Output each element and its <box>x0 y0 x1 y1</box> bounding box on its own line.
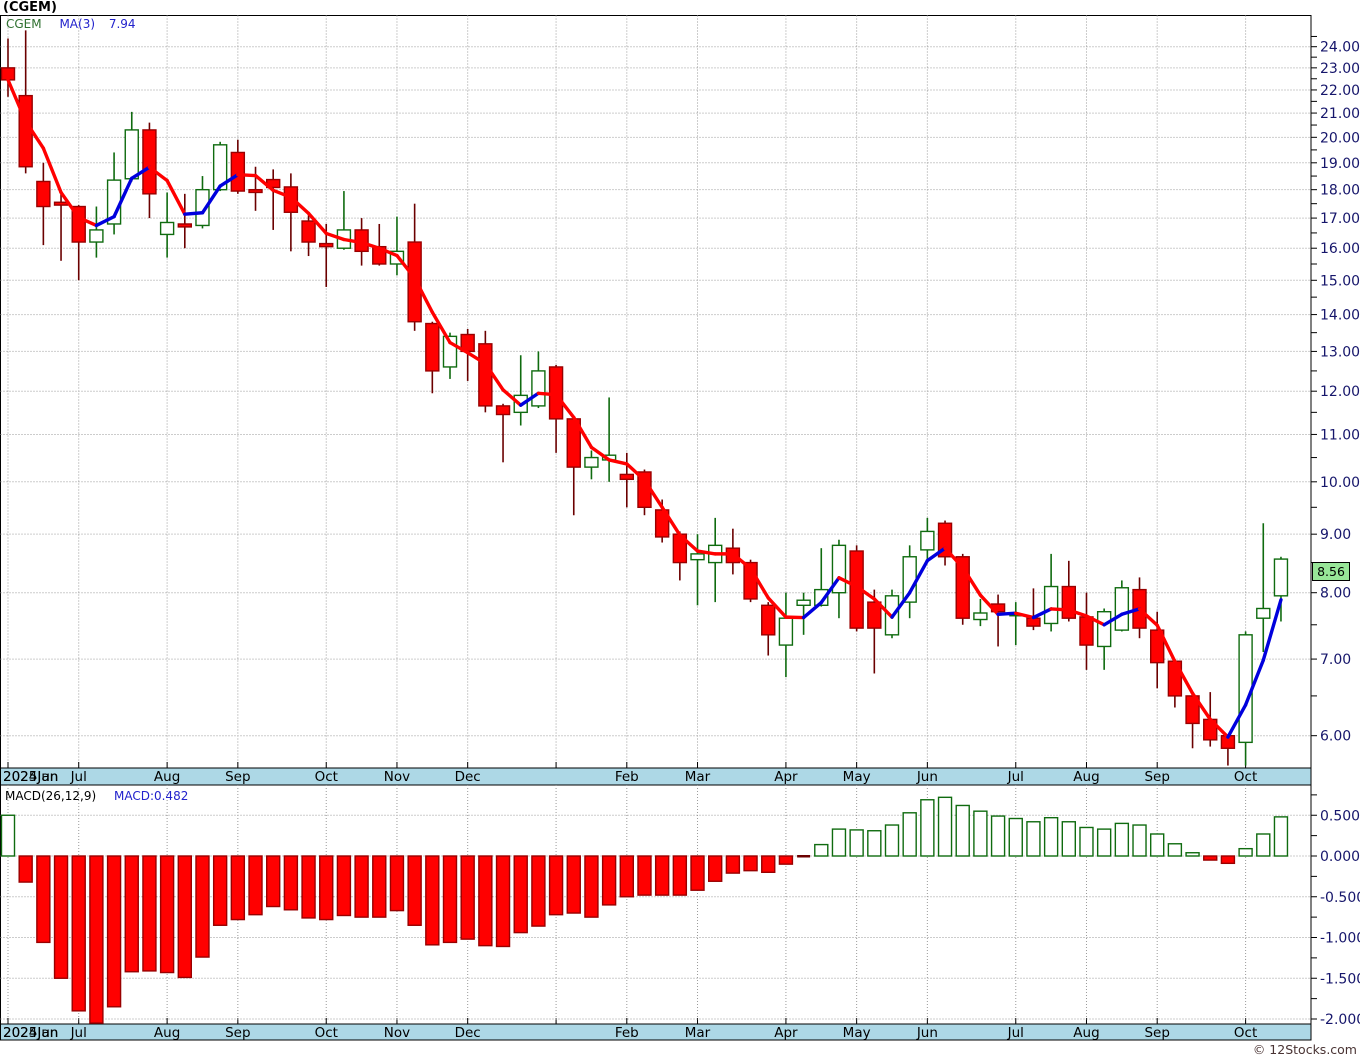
svg-text:-1.500: -1.500 <box>1320 971 1360 987</box>
svg-text:21.00: 21.00 <box>1320 106 1360 122</box>
svg-text:2024Jun: 2024Jun <box>3 1025 58 1041</box>
svg-text:Jul: Jul <box>1007 769 1024 785</box>
svg-text:Dec: Dec <box>455 769 481 785</box>
svg-text:10.00: 10.00 <box>1320 475 1360 491</box>
svg-text:Apr: Apr <box>774 1025 798 1041</box>
svg-text:Nov: Nov <box>384 1025 410 1041</box>
svg-text:Sep: Sep <box>225 1025 250 1041</box>
svg-text:Jun: Jun <box>916 1025 938 1041</box>
svg-text:Oct: Oct <box>315 1025 338 1041</box>
svg-text:Feb: Feb <box>615 1025 639 1041</box>
svg-text:Sep: Sep <box>225 769 250 785</box>
svg-text:2025Jan: 2025Jan <box>3 769 58 785</box>
svg-text:Jun: Jun <box>916 769 938 785</box>
svg-text:2025Jan: 2025Jan <box>3 1025 58 1041</box>
svg-text:6.00: 6.00 <box>1320 729 1351 745</box>
svg-text:Jul: Jul <box>1007 1025 1024 1041</box>
svg-text:Oct: Oct <box>315 769 338 785</box>
svg-text:18.00: 18.00 <box>1320 183 1360 199</box>
svg-text:23.00: 23.00 <box>1320 61 1360 77</box>
page-title: (CGEM) <box>3 0 57 15</box>
macd-params-label: MACD(26,12,9) <box>5 789 97 803</box>
svg-text:13.00: 13.00 <box>1320 344 1360 360</box>
svg-text:0.000: 0.000 <box>1320 849 1360 865</box>
svg-text:Jul: Jul <box>70 769 87 785</box>
svg-text:Oct: Oct <box>1234 769 1257 785</box>
svg-text:Mar: Mar <box>685 769 711 785</box>
svg-text:Nov: Nov <box>384 769 410 785</box>
svg-text:Jul: Jul <box>70 1025 87 1041</box>
svg-text:Dec: Dec <box>455 1025 481 1041</box>
main-chart-legend: CGEM MA(3) 7.94 <box>6 17 136 31</box>
svg-text:Aug: Aug <box>154 769 180 785</box>
svg-text:12.00: 12.00 <box>1320 384 1360 400</box>
svg-text:Oct: Oct <box>1234 1025 1257 1041</box>
ma-label: MA(3) <box>59 17 96 31</box>
svg-text:Aug: Aug <box>1073 769 1099 785</box>
svg-text:Aug: Aug <box>1073 1025 1099 1041</box>
svg-text:Aug: Aug <box>154 1025 180 1041</box>
svg-text:15.00: 15.00 <box>1320 273 1360 289</box>
svg-text:-2.000: -2.000 <box>1320 1012 1360 1028</box>
svg-text:Apr: Apr <box>774 769 798 785</box>
last-price-badge: 8.56 <box>1312 562 1350 581</box>
svg-text:17.00: 17.00 <box>1320 211 1360 227</box>
macd-value-label: MACD:0.482 <box>113 789 189 803</box>
svg-text:16.00: 16.00 <box>1320 241 1360 257</box>
svg-text:22.00: 22.00 <box>1320 83 1360 99</box>
copyright-label: © 12Stocks.com <box>1252 1042 1357 1056</box>
svg-text:May: May <box>843 769 871 785</box>
svg-text:9.00: 9.00 <box>1320 527 1351 543</box>
svg-text:7.00: 7.00 <box>1320 652 1351 668</box>
svg-text:Sep: Sep <box>1144 769 1169 785</box>
ma-value: 7.94 <box>108 17 136 31</box>
symbol-label: CGEM <box>6 17 42 31</box>
svg-text:2024Jun: 2024Jun <box>3 769 58 785</box>
svg-text:-1.000: -1.000 <box>1320 931 1360 947</box>
macd-legend: MACD(26,12,9) MACD:0.482 <box>5 789 188 803</box>
svg-text:20.00: 20.00 <box>1320 130 1360 146</box>
svg-text:24.00: 24.00 <box>1320 40 1360 56</box>
svg-text:Mar: Mar <box>685 1025 711 1041</box>
svg-text:0.500: 0.500 <box>1320 808 1360 824</box>
svg-text:May: May <box>843 1025 871 1041</box>
svg-text:11.00: 11.00 <box>1320 427 1360 443</box>
svg-text:8.00: 8.00 <box>1320 586 1351 602</box>
svg-text:Sep: Sep <box>1144 1025 1169 1041</box>
svg-text:-0.500: -0.500 <box>1320 890 1360 906</box>
svg-text:Feb: Feb <box>615 769 639 785</box>
svg-text:19.00: 19.00 <box>1320 156 1360 172</box>
svg-text:14.00: 14.00 <box>1320 308 1360 324</box>
